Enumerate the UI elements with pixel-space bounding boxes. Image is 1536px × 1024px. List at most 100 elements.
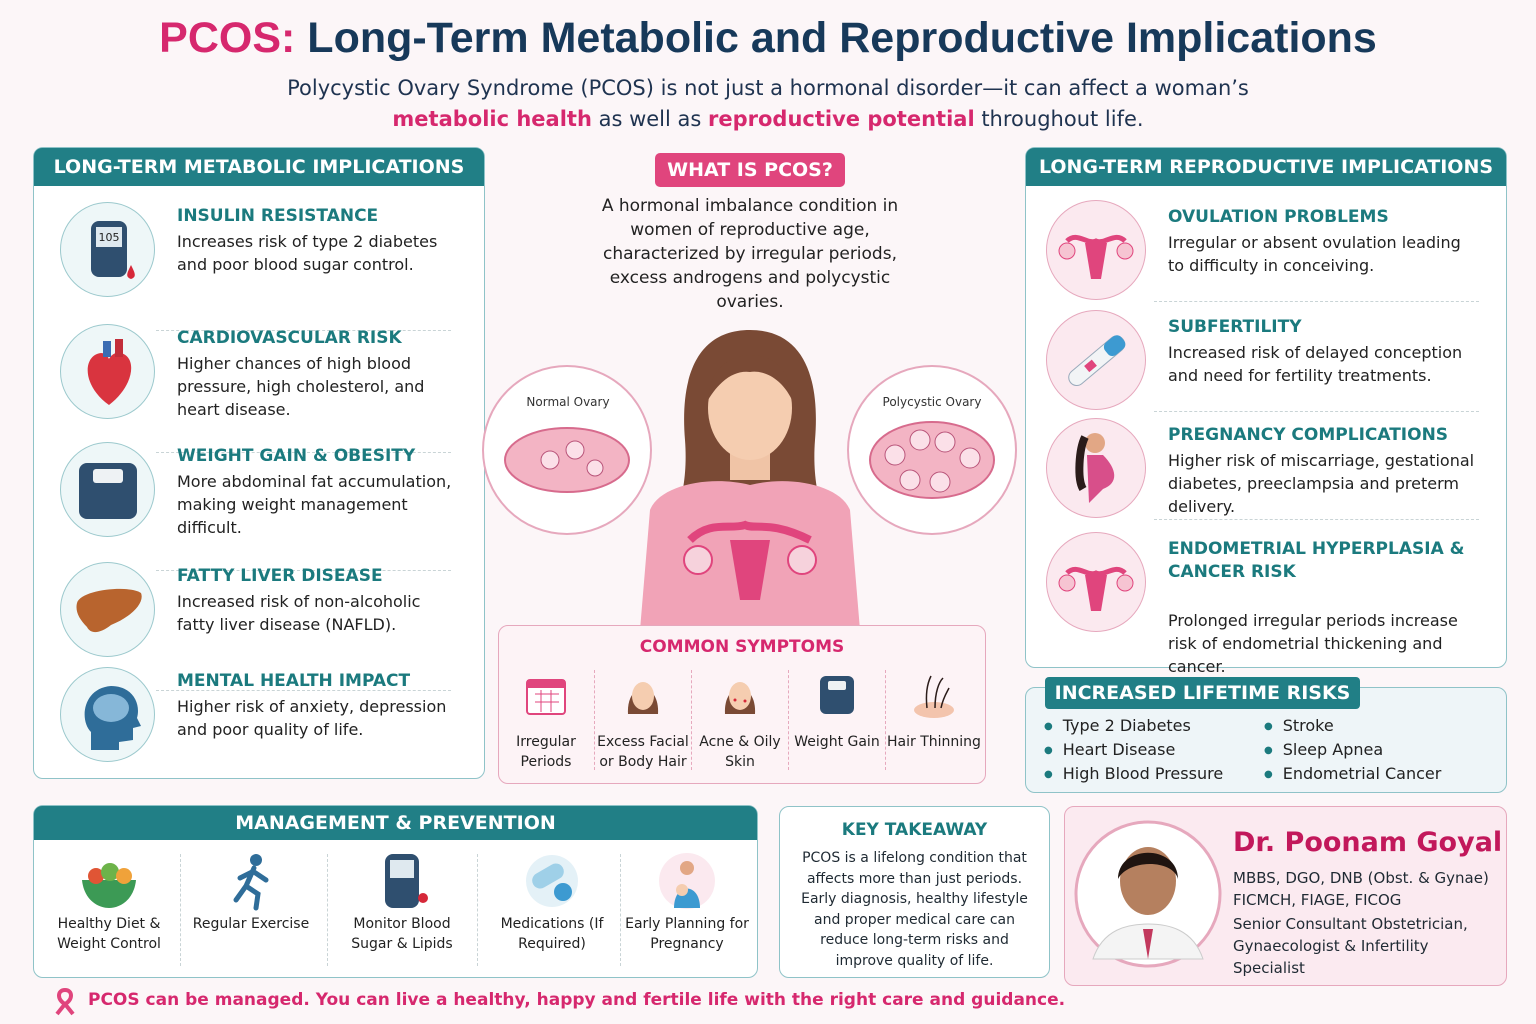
- glucometer: 105: [91, 221, 135, 279]
- item-text: Higher risk of anxiety, depression and p…: [177, 697, 447, 739]
- takeaway-text: PCOS is a lifelong condition that affect…: [801, 850, 1028, 969]
- face: [627, 682, 659, 714]
- ovary-label: Polycystic Ovary: [882, 395, 982, 409]
- highlight: reproductive potential: [708, 107, 975, 131]
- uterus: [1058, 566, 1134, 611]
- management-label: Monitor Blood Sugar & Lipids: [351, 916, 453, 952]
- item-title: WEIGHT GAIN & OBESITY: [177, 446, 416, 466]
- divider: [326, 854, 328, 966]
- illustration: [482, 330, 1017, 630]
- panel-header: MANAGEMENT & PREVENTION: [34, 806, 757, 840]
- symptom-label: Weight Gain: [794, 734, 880, 750]
- symptom-label: Acne & Oily Skin: [699, 734, 781, 770]
- item-title: INSULIN RESISTANCE: [177, 206, 379, 226]
- item-text: More abdominal fat accumulation, making …: [177, 472, 452, 537]
- uterus: [1058, 234, 1134, 279]
- management-icon: [74, 850, 144, 912]
- icon: 105: [60, 202, 155, 297]
- separator: [156, 690, 451, 691]
- symptom-label: Irregular Periods: [516, 734, 576, 770]
- item-title: MENTAL HEALTH IMPACT: [177, 671, 411, 691]
- scale: [79, 463, 137, 519]
- reading: 105: [99, 231, 120, 244]
- icon: [60, 442, 155, 537]
- panel-header: LONG-TERM REPRODUCTIVE IMPLICATIONS: [1026, 148, 1506, 186]
- item-title: PREGNANCY COMPLICATIONS: [1168, 425, 1449, 445]
- what-is-badge: WHAT IS PCOS?: [655, 153, 845, 187]
- symptom-icon: [812, 670, 862, 720]
- pregnant-woman: [1075, 433, 1115, 503]
- text: throughout life.: [981, 107, 1144, 131]
- ovary-label: Normal Ovary: [526, 395, 610, 409]
- management-panel: MANAGEMENT & PREVENTION Healthy Diet & W…: [33, 805, 758, 978]
- subtitle-line: Polycystic Ovary Syndrome (PCOS) is not …: [287, 76, 1249, 100]
- hair: [914, 675, 954, 718]
- symptoms-panel: COMMON SYMPTOMS Irregular Periods Excess …: [498, 625, 986, 784]
- doctor-name: Dr. Poonam Goyal: [1233, 827, 1503, 858]
- separator: [1154, 411, 1479, 412]
- item-text: Irregular or absent ovulation leading to…: [1168, 233, 1461, 275]
- item-title: CARDIOVASCULAR RISK: [177, 328, 402, 348]
- icon: [60, 324, 155, 419]
- highlight: metabolic health: [392, 107, 592, 131]
- icon: [60, 562, 155, 657]
- footer-text: PCOS can be managed. You can live a heal…: [88, 990, 1066, 1010]
- page-title: PCOS: Long-Term Metabolic and Reproducti…: [0, 14, 1536, 63]
- divider: [477, 854, 478, 966]
- risk-item: Sleep Apnea: [1264, 740, 1383, 759]
- glucometer: [385, 854, 428, 908]
- mother-baby: [659, 853, 715, 909]
- divider: [691, 670, 692, 770]
- doctor-panel: Dr. Poonam Goyal MBBS, DGO, DNB (Obst. &…: [1064, 806, 1507, 986]
- item-text: Higher chances of high blood pressure, h…: [177, 354, 425, 419]
- scale: [820, 676, 854, 714]
- management-icon: [216, 850, 286, 912]
- panel-header: LONG-TERM METABOLIC IMPLICATIONS: [34, 148, 484, 186]
- head: [84, 686, 141, 750]
- risk-item: Heart Disease: [1044, 740, 1176, 759]
- item-title: FATTY LIVER DISEASE: [177, 566, 383, 586]
- icon: [1046, 532, 1146, 632]
- separator: [156, 330, 451, 331]
- icon: [1046, 418, 1146, 518]
- symptom-label: Excess Facial or Body Hair: [597, 734, 689, 770]
- heart: [87, 339, 132, 405]
- risk-item: High Blood Pressure: [1044, 764, 1223, 783]
- liver: [76, 588, 142, 633]
- management-icon: [517, 850, 587, 912]
- risk-item: Endometrial Cancer: [1264, 764, 1442, 783]
- face: [724, 682, 756, 714]
- divider: [619, 854, 621, 966]
- doctor-credentials: MBBS, DGO, DNB (Obst. & Gynae) FICMCH, F…: [1233, 869, 1489, 909]
- symptom-icon: [909, 670, 959, 720]
- item-text: Increases risk of type 2 diabetes and po…: [177, 232, 438, 274]
- salad: [82, 863, 136, 908]
- subtitle-line: metabolic health as well as reproductive…: [0, 107, 1536, 131]
- icon: [60, 667, 155, 762]
- separator: [156, 570, 451, 571]
- separator: [156, 452, 451, 453]
- item-text: Increased risk of delayed conception and…: [1168, 343, 1463, 385]
- risks-header: INCREASED LIFETIME RISKS: [1045, 677, 1360, 709]
- icon: [1046, 200, 1146, 300]
- symptom-icon: [715, 670, 765, 720]
- management-label: Medications (If Required): [500, 916, 604, 952]
- doctor-role: Senior Consultant Obstetrician, Gynaecol…: [1233, 915, 1468, 977]
- title-prefix: PCOS:: [159, 14, 296, 62]
- management-icon: [652, 850, 722, 912]
- runner: [233, 854, 269, 911]
- divider: [180, 854, 181, 966]
- risk-item: Type 2 Diabetes: [1044, 716, 1191, 735]
- icon: [1046, 310, 1146, 410]
- item-text: Prolonged irregular periods increase ris…: [1168, 611, 1458, 676]
- management-icon: [367, 850, 437, 912]
- calendar: [526, 679, 566, 715]
- ribbon-icon: [55, 988, 75, 1016]
- divider: [594, 670, 595, 770]
- item-title: SUBFERTILITY: [1168, 317, 1302, 337]
- text: as well as: [598, 107, 702, 131]
- pregnancy-test: [1068, 335, 1126, 386]
- risk-item: Stroke: [1264, 716, 1334, 735]
- item-title: OVULATION PROBLEMS: [1168, 207, 1389, 227]
